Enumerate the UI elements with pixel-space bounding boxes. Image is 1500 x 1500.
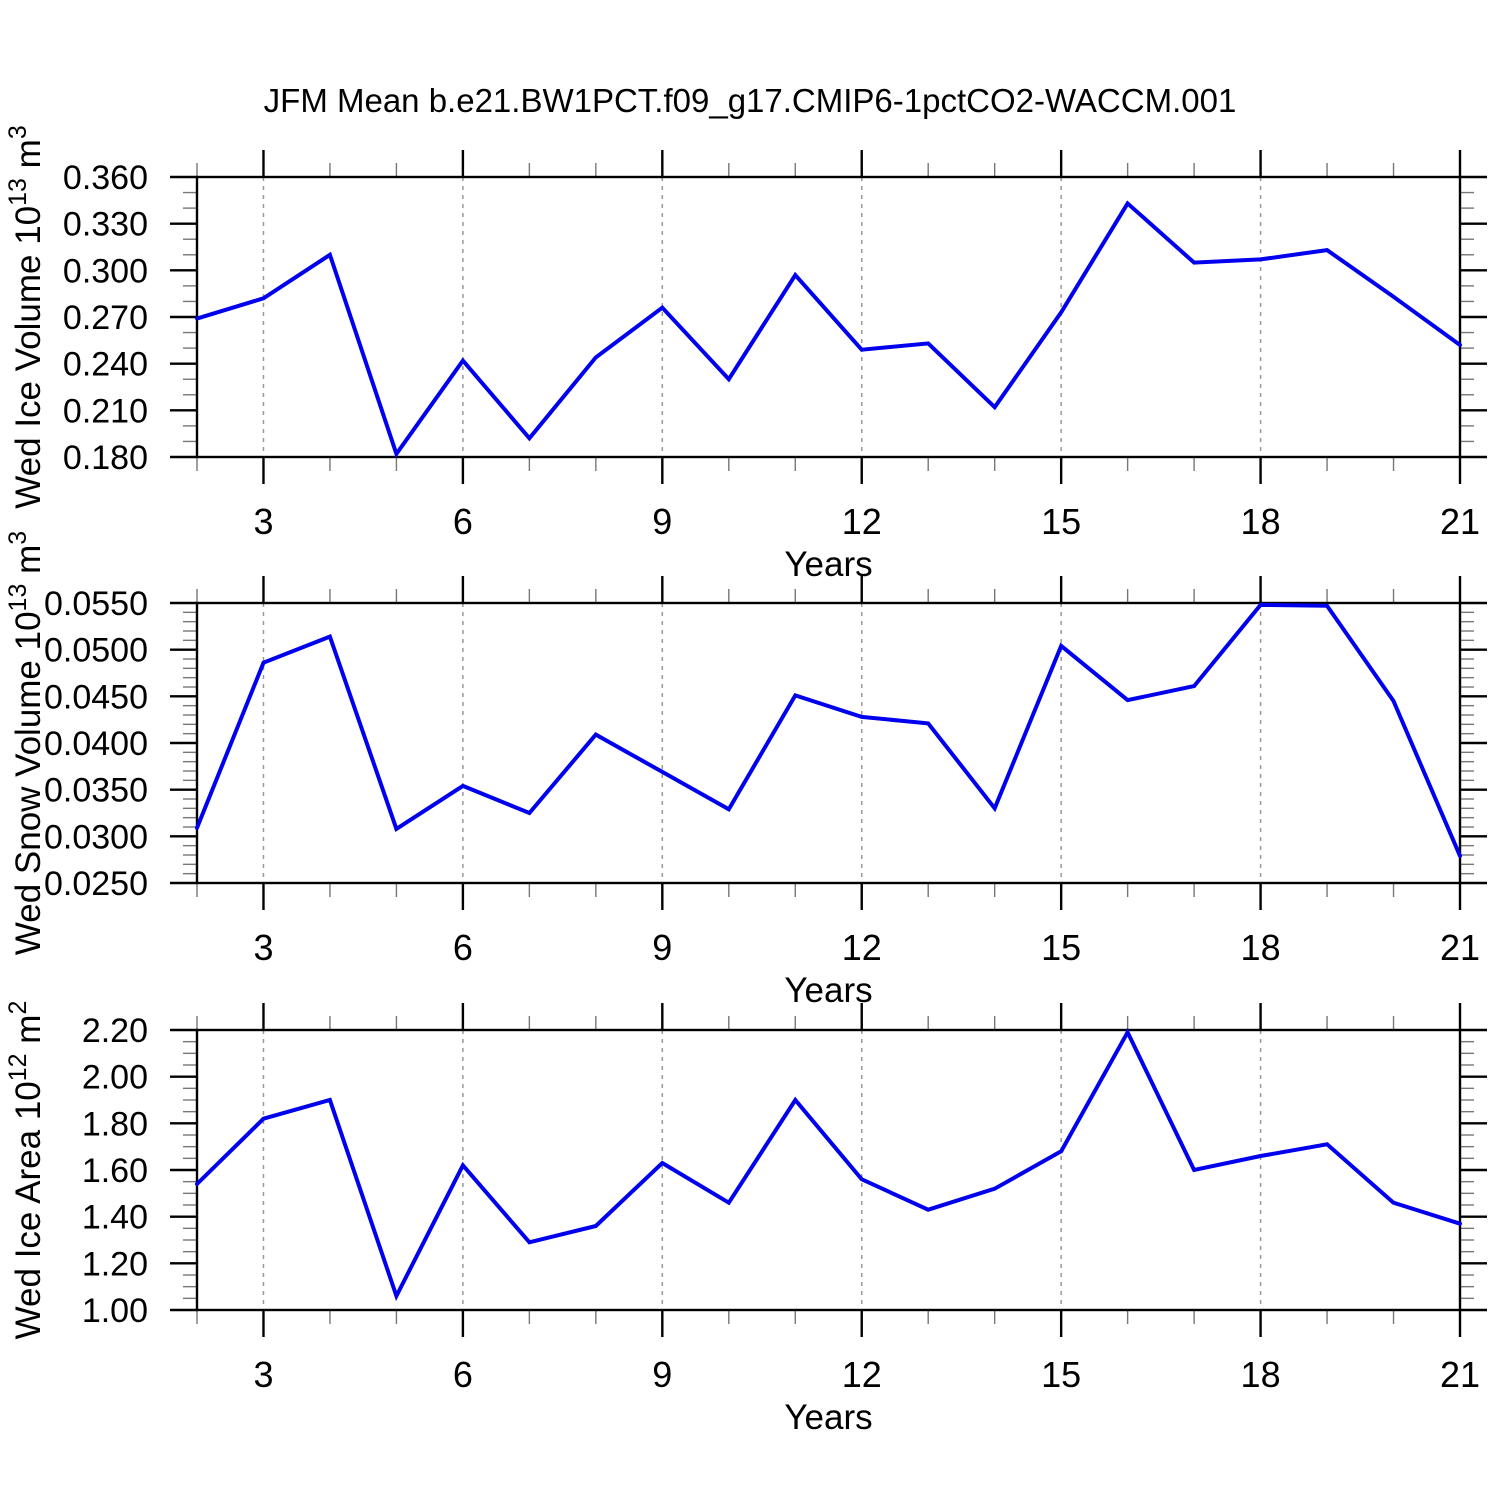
axis-ticks	[170, 150, 1487, 484]
y-tick-label: 0.270	[63, 299, 148, 337]
x-tick-label: 21	[1440, 1354, 1480, 1395]
x-tick-label: 21	[1440, 501, 1480, 542]
y-tick-label: 1.00	[82, 1292, 148, 1330]
x-tick-label: 12	[842, 1354, 882, 1395]
y-tick-label: 0.180	[63, 439, 148, 477]
y-axis-title: Wed Ice Volume 1013 m3	[4, 125, 48, 508]
axis-ticks	[170, 1003, 1487, 1337]
x-tick-label: 9	[652, 927, 672, 968]
data-line-wed-ice-volume	[195, 200, 1462, 459]
x-tick-label: 15	[1041, 501, 1081, 542]
y-axis-title: Wed Ice Area 1012 m2	[4, 1001, 48, 1340]
gridlines	[262, 603, 1262, 883]
x-tick-label: 9	[652, 501, 672, 542]
x-tick-label: 12	[842, 501, 882, 542]
figure-title: JFM Mean b.e21.BW1PCT.f09_g17.CMIP6-1pct…	[263, 82, 1237, 119]
y-tick-label: 1.40	[82, 1199, 148, 1237]
x-tick-label: 18	[1241, 1354, 1281, 1395]
gridlines	[262, 1030, 1262, 1310]
chart-wed-snow-volume: 0.0550 0.0500 0.0450 0.0400 0.0350 0.0300 0.02…	[4, 531, 1487, 1010]
y-tick-labels: 0.360 0.330 0.300 0.270 0.240 0.210 0.180	[63, 159, 148, 477]
y-tick-label: 1.80	[82, 1105, 148, 1143]
x-tick-label: 12	[842, 927, 882, 968]
y-tick-labels: 2.20 2.00 1.80 1.60 1.40 1.20 1.00	[82, 1012, 148, 1330]
y-axis-title: Wed Snow Volume 1013 m3	[4, 531, 48, 955]
x-axis-title: Years	[784, 971, 872, 1010]
x-tick-label: 3	[253, 501, 273, 542]
plot-frame	[195, 1028, 1462, 1312]
y-tick-label: 2.20	[82, 1012, 148, 1050]
y-tick-labels: 0.0550 0.0500 0.0450 0.0400 0.0350 0.0300 0.02…	[44, 585, 148, 903]
x-tick-labels: 3 6 9 12 15 18 21	[253, 501, 1480, 542]
data-line-wed-snow-volume	[195, 602, 1462, 858]
x-tick-label: 6	[453, 501, 473, 542]
gridlines	[262, 177, 1262, 457]
x-tick-label: 18	[1241, 501, 1281, 542]
data-line-wed-ice-area	[195, 1027, 1462, 1302]
plot-frame	[195, 175, 1462, 459]
y-tick-label: 0.0450	[44, 678, 148, 716]
plot-frame	[195, 601, 1462, 885]
x-tick-label: 6	[453, 1354, 473, 1395]
y-tick-label: 2.00	[82, 1059, 148, 1097]
x-tick-labels: 3 6 9 12 15 18 21	[253, 1354, 1480, 1395]
chart-wed-ice-area: 2.20 2.00 1.80 1.60 1.40 1.20 1.00 3 6 9 12 15 18 21 Y…	[4, 1001, 1487, 1437]
y-tick-label: 0.0350	[44, 772, 148, 810]
y-tick-label: 0.0300	[44, 818, 148, 856]
y-tick-label: 1.20	[82, 1245, 148, 1283]
x-axis-title: Years	[784, 1398, 872, 1437]
y-tick-label: 0.0250	[44, 865, 148, 903]
x-tick-label: 15	[1041, 927, 1081, 968]
y-tick-label: 0.240	[63, 346, 148, 384]
y-tick-label: 0.300	[63, 252, 148, 290]
x-tick-label: 9	[652, 1354, 672, 1395]
y-tick-label: 0.0500	[44, 632, 148, 670]
x-tick-label: 18	[1241, 927, 1281, 968]
x-tick-label: 3	[253, 927, 273, 968]
x-tick-label: 21	[1440, 927, 1480, 968]
y-tick-label: 0.0550	[44, 585, 148, 623]
y-tick-label: 0.360	[63, 159, 148, 197]
y-tick-label: 0.0400	[44, 725, 148, 763]
x-tick-label: 3	[253, 1354, 273, 1395]
x-tick-labels: 3 6 9 12 15 18 21	[253, 927, 1480, 968]
x-tick-label: 6	[453, 927, 473, 968]
y-tick-label: 0.330	[63, 206, 148, 244]
chart-wed-ice-volume: 0.360 0.330 0.300 0.270 0.240 0.210 0.180 3 6 9 12…	[4, 125, 1487, 584]
x-tick-label: 15	[1041, 1354, 1081, 1395]
axis-ticks	[170, 576, 1487, 910]
y-tick-label: 0.210	[63, 392, 148, 430]
x-axis-title: Years	[784, 545, 872, 584]
y-tick-label: 1.60	[82, 1152, 148, 1190]
